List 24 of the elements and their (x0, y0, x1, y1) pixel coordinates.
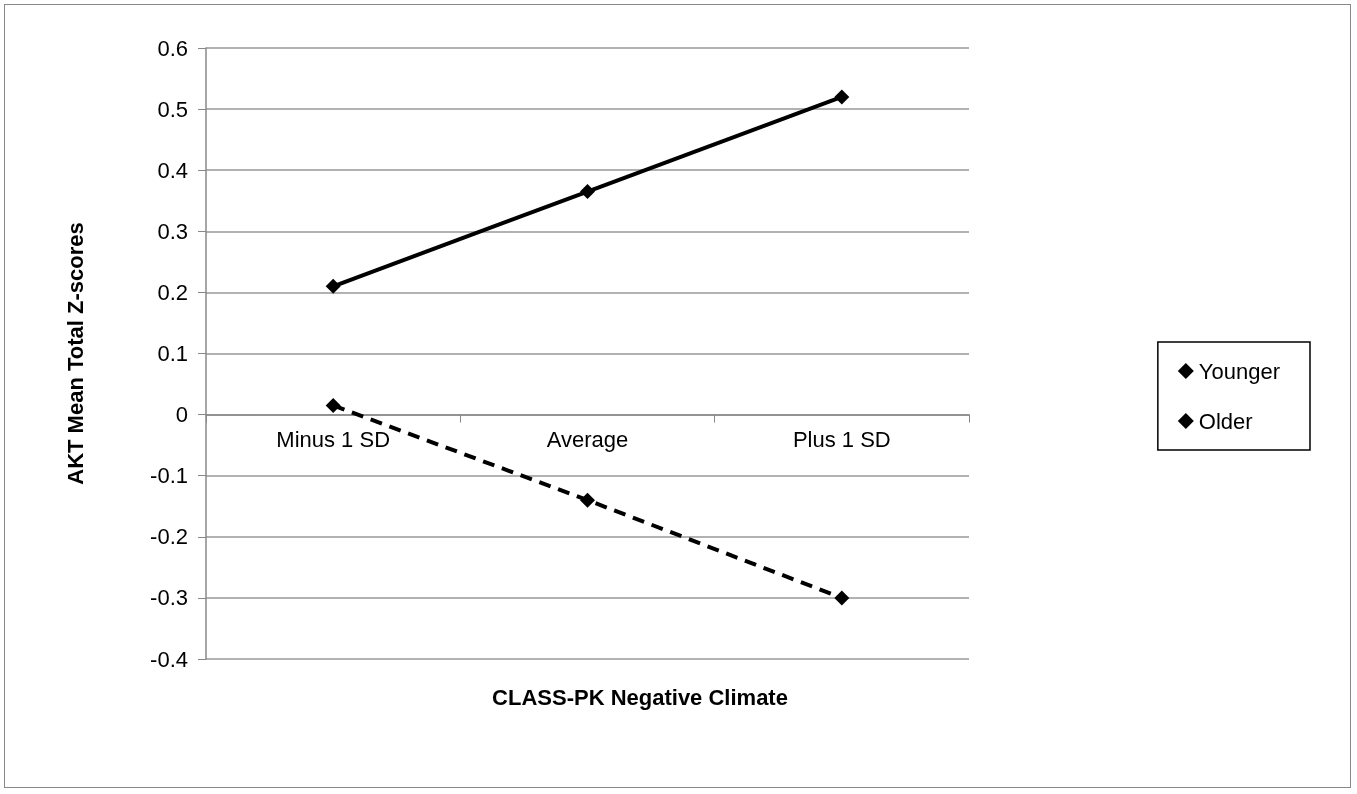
point (325, 397, 341, 413)
point (580, 492, 595, 508)
x-tick-label: Average (546, 427, 629, 453)
x-tick-label: Minus 1 SD (276, 427, 391, 453)
y-tick-label: 0.1 (157, 341, 188, 366)
x-axis-title: CLASS-PK Negative Climate (492, 684, 788, 710)
point (834, 89, 850, 105)
x-tick-label: Plus 1 SD (792, 427, 891, 453)
point (834, 590, 850, 606)
y-tick-label: 0 (175, 402, 188, 428)
y-tick-label: 0.3 (157, 218, 188, 244)
y-tick-label: 0.5 (157, 96, 188, 122)
y-axis-title: AKT Mean Total Z-scores (62, 222, 88, 485)
y-tick-label: 0.2 (157, 279, 188, 305)
point (325, 278, 341, 294)
y-tick-label: -0.1 (150, 463, 188, 489)
y-tick-label: 0.6 (157, 35, 188, 61)
legend-label: Older (1198, 408, 1253, 434)
legend-label: Younger (1198, 358, 1281, 384)
point (580, 184, 595, 200)
y-tick-label: -0.2 (150, 524, 188, 550)
y-tick-label: -0.3 (150, 585, 188, 611)
y-tick-label: -0.4 (150, 646, 188, 672)
y-tick-label: 0.4 (157, 157, 188, 183)
